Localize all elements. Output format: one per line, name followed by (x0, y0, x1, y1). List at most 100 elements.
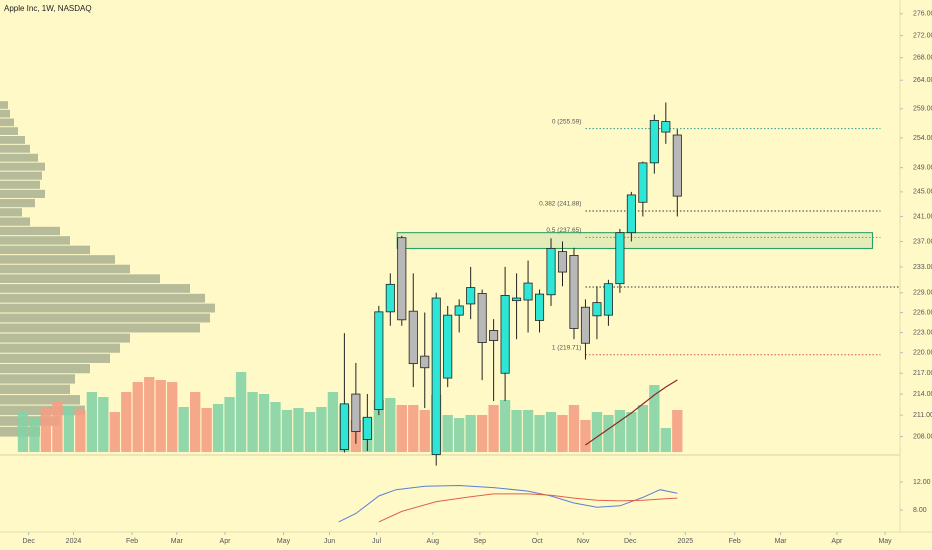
volume-bar (121, 392, 132, 452)
volume-bar (672, 410, 683, 452)
volume-profile-row (0, 208, 22, 217)
x-tick-label: Mar (775, 538, 788, 545)
y-tick-label: 211.00 (913, 412, 932, 419)
volume-profile-row (0, 136, 25, 144)
x-tick-label: Apr (220, 538, 232, 545)
candle-body (523, 282, 533, 301)
x-tick-label: 2025 (678, 538, 694, 545)
x-tick-label: Aug (427, 538, 440, 545)
y-tick-label: 259.00 (913, 106, 932, 113)
volume-profile-row (0, 303, 215, 313)
volume-bar (603, 415, 614, 452)
volume-profile-row (0, 313, 210, 323)
volume-bar (454, 418, 465, 452)
volume-bar (178, 407, 189, 452)
fib-label: 0.5 (237.65) (546, 227, 581, 234)
candle-body (592, 302, 602, 317)
volume-bar (522, 410, 534, 452)
volume-profile-row (0, 236, 70, 245)
candle-body (546, 248, 556, 296)
volume-profile-row (0, 171, 42, 180)
volume-bar (442, 415, 453, 452)
candle-body (443, 314, 453, 379)
volume-bar (247, 392, 258, 452)
indicator-tick-label: 12.00 (913, 479, 931, 486)
chart-title: Apple Inc, 1W, NASDAQ (4, 4, 92, 13)
fib-label: 0.382 (241.88) (539, 201, 581, 208)
volume-bar (557, 415, 568, 452)
volume-bar (52, 402, 63, 452)
volume-bar (545, 412, 557, 452)
candle-body (489, 330, 499, 341)
volume-profile-row (0, 109, 10, 118)
volume-bar (316, 407, 327, 452)
volume-bar (660, 428, 671, 452)
volume-profile-row (0, 226, 60, 236)
volume-bar (476, 415, 488, 452)
candle-body (672, 134, 682, 197)
y-tick-label: 272.00 (913, 32, 932, 39)
volume-profile-row (0, 323, 200, 333)
volume-profile-row (0, 293, 205, 303)
volume-bar (258, 394, 270, 452)
x-tick-label: Nov (577, 538, 590, 545)
volume-bar (293, 408, 304, 452)
candle-body (385, 283, 395, 313)
volume-bar (235, 372, 247, 452)
volume-profile-row (0, 333, 130, 343)
y-tick-label: 217.00 (913, 370, 932, 377)
indicator-line (378, 493, 678, 523)
volume-bar (534, 415, 545, 452)
volume-profile-row (0, 180, 40, 189)
x-tick-label: Oct (532, 538, 543, 545)
volume-bar (270, 402, 281, 452)
y-tick-label: 220.00 (913, 350, 932, 357)
volume-profile-row (0, 264, 130, 274)
y-tick-label: 241.00 (913, 213, 932, 220)
candle-body (339, 403, 349, 450)
candle-body (420, 355, 430, 369)
candle-body (362, 416, 372, 440)
x-tick-label: 2024 (66, 538, 82, 545)
x-tick-label: Dec (624, 538, 637, 545)
volume-profile-row (0, 217, 30, 226)
volume-profile-row (0, 245, 90, 255)
candle-body (477, 293, 487, 343)
candle-body (454, 305, 464, 316)
candle-body (535, 293, 545, 321)
volume-bar (385, 398, 396, 452)
volume-bar (224, 397, 235, 452)
volume-profile-row (0, 162, 45, 171)
x-tick-label: Sep (474, 538, 487, 545)
volume-bar (189, 392, 201, 452)
y-tick-label: 233.00 (913, 264, 932, 271)
candle-body (603, 283, 613, 316)
volume-bar (17, 412, 29, 452)
volume-bar (144, 377, 155, 452)
volume-bar (408, 405, 419, 452)
volume-ma (585, 379, 678, 446)
volume-bar (281, 410, 293, 452)
candle-body (500, 295, 510, 374)
volume-bar (29, 417, 40, 452)
volume-profile-row (0, 189, 45, 198)
volume-bar (167, 382, 178, 452)
volume-bar (488, 405, 499, 452)
volume-bar (465, 415, 476, 452)
volume-profile-row (0, 395, 80, 405)
x-tick-label: Jun (324, 538, 335, 545)
x-tick-label: Mar (171, 538, 184, 545)
y-tick-label: 264.00 (913, 77, 932, 84)
volume-profile-row (0, 101, 8, 109)
volume-profile-row (0, 144, 30, 153)
volume-bar (637, 405, 649, 452)
volume-profile-row (0, 363, 90, 374)
candle-body (649, 119, 659, 164)
volume-profile-row (0, 343, 120, 353)
volume-profile-row (0, 255, 115, 264)
x-tick-label: May (878, 538, 892, 545)
volume-bar (40, 407, 52, 452)
candle-body (408, 310, 418, 365)
candle-body (626, 194, 636, 234)
